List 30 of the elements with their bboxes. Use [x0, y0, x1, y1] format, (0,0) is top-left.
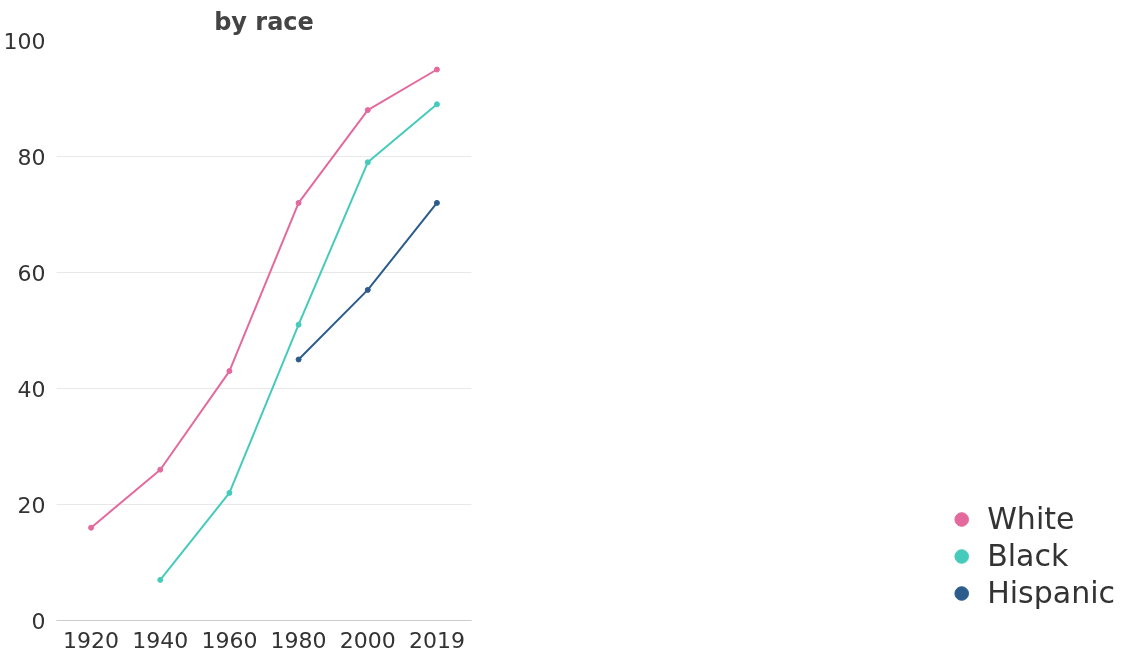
- chart-title: by race: [214, 7, 314, 36]
- point: [157, 466, 164, 473]
- x-tick-label: 2019: [408, 627, 465, 653]
- point: [88, 524, 95, 531]
- y-tick-label: 100: [3, 28, 46, 54]
- point: [226, 368, 233, 375]
- point: [364, 286, 371, 293]
- x-tick-label: 1960: [201, 627, 258, 653]
- legend-label: Black: [987, 538, 1069, 573]
- legend-label: Hispanic: [987, 575, 1115, 610]
- point: [295, 321, 302, 328]
- y-tick-label: 0: [31, 608, 46, 634]
- point: [295, 199, 302, 206]
- y-tick-label: 20: [17, 492, 46, 518]
- y-tick-label: 40: [17, 376, 46, 402]
- legend-label: White: [987, 501, 1075, 536]
- point: [295, 356, 302, 363]
- y-tick-label: 60: [17, 260, 46, 286]
- x-tick-label: 2000: [339, 627, 396, 653]
- point: [226, 489, 233, 496]
- point: [364, 107, 371, 114]
- point: [364, 159, 371, 166]
- x-tick-label: 1980: [270, 627, 327, 653]
- x-tick-label: 1940: [132, 627, 189, 653]
- y-tick-label: 80: [17, 144, 46, 170]
- point: [433, 101, 440, 108]
- point: [433, 199, 440, 206]
- point: [433, 66, 440, 73]
- x-tick-label: 1920: [63, 627, 120, 653]
- point: [157, 576, 164, 583]
